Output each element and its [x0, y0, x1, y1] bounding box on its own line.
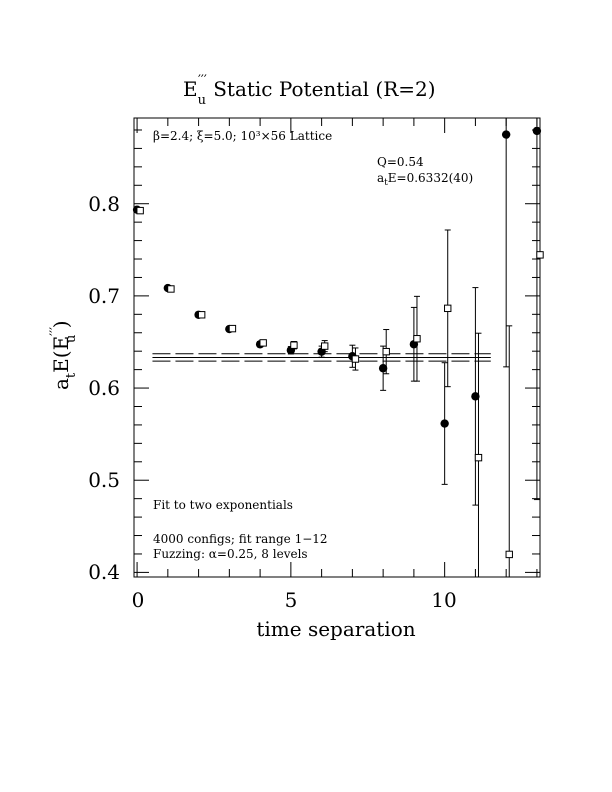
- data-point-circle: [501, 130, 511, 139]
- fit-result-annotation: atE=0.6332(40): [377, 171, 473, 188]
- data-point-square: [259, 339, 267, 347]
- q-annotation: Q=0.54: [377, 155, 424, 169]
- x-tick-label: 0: [132, 588, 145, 612]
- data-point-circle: [440, 419, 449, 428]
- data-point-circle: [532, 126, 542, 136]
- x-tick-label: 10: [431, 588, 456, 612]
- data-point-square: [351, 355, 360, 363]
- y-tick-label: 0.8: [88, 192, 120, 216]
- axis-ticks: [134, 118, 540, 577]
- y-tick-label: 0.5: [88, 468, 120, 492]
- data-point-square: [444, 304, 452, 313]
- data-point-square: [474, 453, 483, 462]
- data-point-square: [536, 251, 544, 259]
- y-tick-label: 0.7: [88, 284, 120, 308]
- lattice-annotation: β=2.4; ξ=5.0; 10³×56 Lattice: [153, 129, 332, 143]
- data-point-square: [197, 311, 206, 319]
- data-point-square: [413, 335, 421, 343]
- data-point-circle: [471, 392, 480, 401]
- data-point-square: [290, 341, 298, 349]
- data-point-square: [136, 206, 144, 215]
- fuzzing-annotation: Fuzzing: α=0.25, 8 levels: [153, 547, 308, 561]
- fit-type-annotation: Fit to two exponentials: [153, 498, 293, 512]
- data-point-square: [505, 550, 513, 559]
- y-tick-label: 0.6: [88, 376, 120, 400]
- configs-annotation: 4000 configs; fit range 1−12: [153, 532, 328, 546]
- chart-title: Eu′′′ Static Potential (R=2): [183, 73, 436, 108]
- data-point-square: [167, 285, 175, 293]
- y-tick-label: 0.4: [88, 560, 120, 584]
- data-point-circle: [378, 364, 388, 373]
- x-tick-label: 5: [285, 588, 298, 612]
- data-point-square: [382, 347, 390, 356]
- x-axis-label: time separation: [256, 617, 415, 641]
- data-point-square: [320, 342, 329, 350]
- tick-labels: 0 5 10 0.4 0.5 0.6 0.7 0.8: [88, 192, 457, 612]
- data-point-square: [228, 324, 237, 333]
- data-series: [132, 118, 544, 577]
- y-axis-label: atE(E′′′u ): [48, 320, 79, 390]
